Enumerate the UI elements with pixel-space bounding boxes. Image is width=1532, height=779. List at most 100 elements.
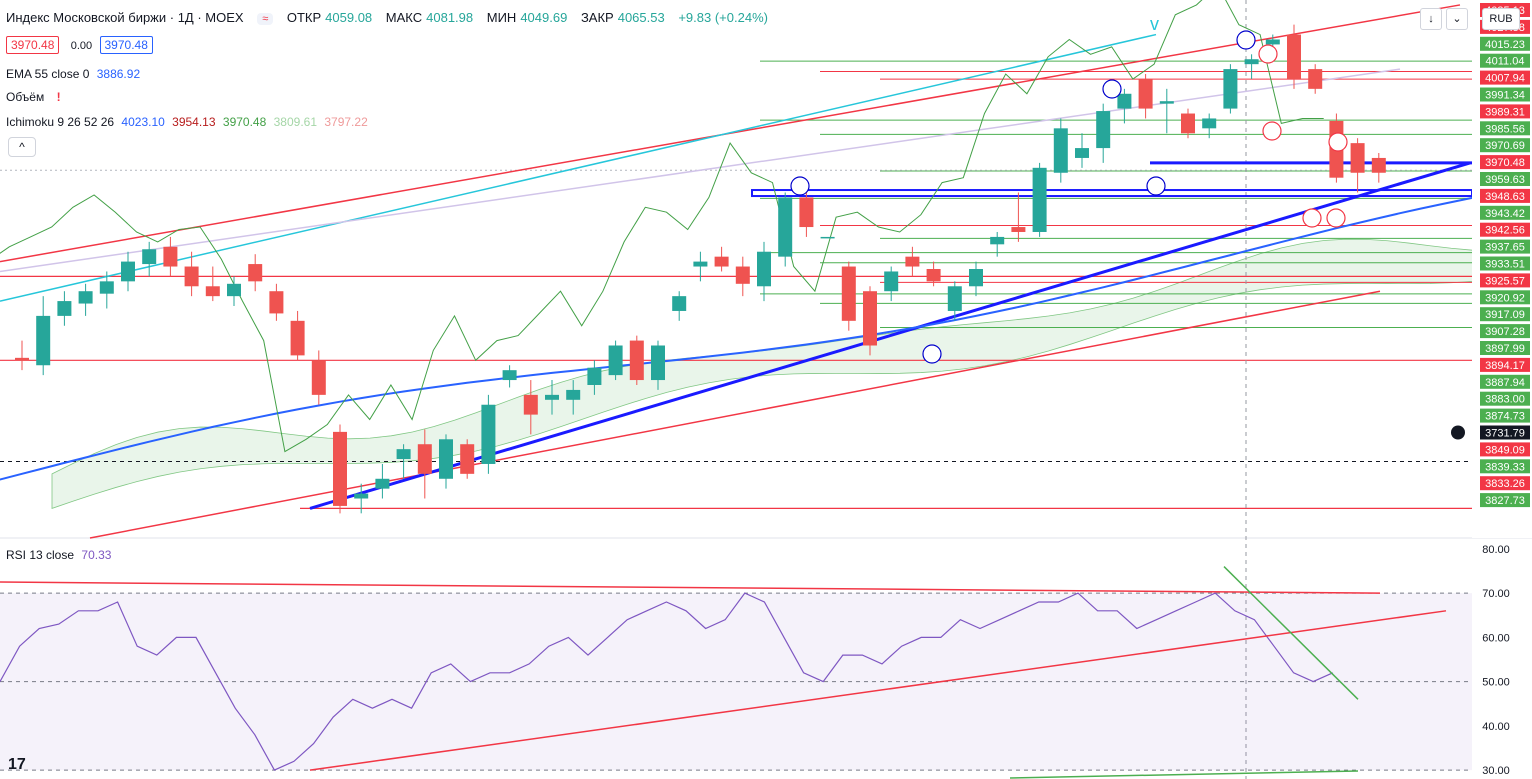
- symbol-title[interactable]: Индекс Московской биржи · 1Д · MOEX: [6, 10, 244, 25]
- candle: [714, 256, 729, 267]
- candle: [311, 360, 326, 395]
- ichimoku-cloud: [51, 238, 1532, 509]
- price-label-bg: [1480, 36, 1530, 51]
- blue-support: [309, 161, 1471, 510]
- candle: [375, 478, 390, 489]
- candle: [460, 444, 475, 474]
- candle: [439, 439, 453, 479]
- price-label-bg: [1480, 273, 1530, 288]
- wave-marker: [1102, 79, 1122, 99]
- high-label: МАКС: [385, 10, 423, 25]
- collapse-legend-button[interactable]: ^: [8, 137, 36, 157]
- low-label: МИН: [486, 10, 517, 25]
- ichimoku-legend[interactable]: Ichimoku 9 26 52 26 4023.10 3954.13 3970…: [6, 115, 372, 129]
- wave-marker: [922, 344, 942, 364]
- candle: [502, 370, 517, 381]
- price-axis-label: 3970.69: [1485, 140, 1525, 152]
- price-label-bg: [1480, 408, 1530, 423]
- candle: [290, 320, 305, 356]
- warning-icon[interactable]: !: [51, 90, 66, 104]
- wave-marker: [1146, 176, 1166, 196]
- buy-button[interactable]: 3970.48: [99, 36, 153, 54]
- wave-marker: [1302, 208, 1322, 228]
- price-label-bg: [1480, 53, 1530, 68]
- price-label-bg: [1480, 459, 1530, 474]
- price-axis-label: 3839.33: [1485, 461, 1525, 473]
- wave-marker: [1262, 121, 1282, 141]
- price-label-bg: [1480, 476, 1530, 491]
- price-axis-label: 3827.73: [1485, 495, 1525, 507]
- price-axis-label: 3883.00: [1485, 394, 1525, 406]
- price-axis-label: 3959.63: [1485, 174, 1525, 186]
- candle: [1075, 148, 1089, 158]
- candle: [820, 236, 835, 239]
- chevron-down-icon[interactable]: ⌄: [1446, 8, 1468, 30]
- price-axis-label: 3942.56: [1485, 225, 1525, 237]
- price-axis-label: 3985.56: [1485, 123, 1525, 135]
- price-label-bg: [1480, 205, 1530, 220]
- price-label-bg: [1480, 307, 1530, 322]
- candle: [78, 291, 93, 304]
- candle: [672, 296, 687, 311]
- candle: [1117, 93, 1132, 109]
- candle: [163, 246, 178, 267]
- volume-legend[interactable]: Объём !: [6, 90, 70, 104]
- scroll-down-icon[interactable]: ↓: [1420, 8, 1442, 30]
- price-label-bg: [1480, 290, 1530, 305]
- rsi-legend[interactable]: RSI 13 close 70.33: [6, 548, 115, 562]
- candle: [523, 394, 538, 415]
- ichimoku-v2: 3954.13: [172, 115, 216, 129]
- price-label-bg: [1480, 374, 1530, 389]
- price-row: 3970.48 0.00 3970.48: [6, 36, 157, 54]
- price-label-bg: [1480, 70, 1530, 85]
- currency-button[interactable]: RUB: [1482, 8, 1520, 30]
- rsi-value: 70.33: [81, 548, 112, 562]
- rsi-resistance: [0, 581, 1381, 594]
- price-label-bg: [1480, 172, 1530, 186]
- rsi-green-bottom: [1009, 770, 1359, 779]
- ema-legend[interactable]: EMA 55 close 0 3886.92: [6, 67, 144, 81]
- candle: [905, 256, 920, 267]
- wave-marker: [1258, 44, 1278, 64]
- candle: [1181, 113, 1195, 134]
- candle: [566, 389, 581, 400]
- price-axis-label: 3874.73: [1485, 411, 1525, 423]
- candle: [205, 286, 220, 297]
- ema-line: [0, 190, 1507, 481]
- price-label-bg: [1480, 493, 1530, 508]
- sell-button[interactable]: 3970.48: [6, 36, 60, 54]
- candle: [1371, 157, 1386, 173]
- open-label: ОТКР: [286, 10, 322, 25]
- price-label-bg: [1480, 188, 1530, 203]
- candle: [1265, 39, 1280, 45]
- approx-pill[interactable]: ≈: [257, 13, 274, 25]
- plus-icon: [1451, 425, 1465, 440]
- price-axis-label: 3933.51: [1485, 259, 1525, 271]
- price-axis-label: 3948.63: [1485, 191, 1525, 203]
- candle: [1053, 128, 1068, 173]
- price-label-bg: [1480, 104, 1530, 119]
- candle: [1138, 78, 1153, 109]
- price-axis-label: 3907.28: [1485, 326, 1525, 338]
- price-label-bg: [1480, 357, 1530, 372]
- tradingview-logo: 17: [8, 756, 26, 773]
- ichimoku-v4: 3809.61: [273, 115, 318, 129]
- price-label-bg: [1480, 138, 1530, 153]
- candle: [545, 394, 559, 400]
- price-axis-label: 3833.26: [1485, 478, 1525, 490]
- candle: [248, 264, 263, 282]
- wave-marker: [790, 176, 810, 196]
- candle: [629, 340, 644, 381]
- candle: [651, 345, 665, 381]
- candle: [36, 315, 51, 366]
- ichimoku-v1: 4023.10: [121, 115, 165, 129]
- price-axis-label: 3943.42: [1485, 208, 1525, 220]
- price-label-bg: [1480, 222, 1530, 237]
- candle: [799, 197, 814, 228]
- rsi-support: [309, 610, 1447, 771]
- chikou-line: [0, 0, 1324, 453]
- price-axis-label: 3917.09: [1485, 309, 1525, 321]
- price-label-bg: [1480, 425, 1530, 440]
- price-axis-label: 3897.99: [1485, 343, 1525, 355]
